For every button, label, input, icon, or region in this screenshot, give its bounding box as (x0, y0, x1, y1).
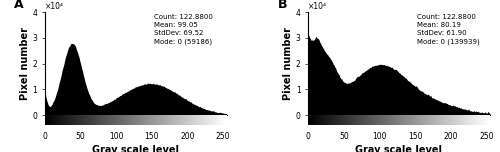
Text: Gray scale level: Gray scale level (92, 145, 179, 152)
Text: 50: 50 (76, 132, 86, 141)
Y-axis label: Pixel number: Pixel number (283, 27, 293, 100)
Text: A: A (14, 0, 24, 11)
Text: 50: 50 (339, 132, 349, 141)
Text: Count: 122.8800
Mean: 99.05
StdDev: 69.52
Mode: 0 (59186): Count: 122.8800 Mean: 99.05 StdDev: 69.5… (154, 14, 213, 45)
Text: 200: 200 (180, 132, 194, 141)
Text: 250: 250 (216, 132, 230, 141)
Text: 200: 200 (444, 132, 458, 141)
Text: 150: 150 (144, 132, 159, 141)
Text: 100: 100 (372, 132, 387, 141)
Y-axis label: Pixel number: Pixel number (20, 27, 30, 100)
Text: Count: 122.8800
Mean: 80.19
StdDev: 61.90
Mode: 0 (139939): Count: 122.8800 Mean: 80.19 StdDev: 61.9… (418, 14, 480, 45)
Text: ×10⁴: ×10⁴ (308, 2, 328, 11)
Text: B: B (278, 0, 287, 11)
Text: 150: 150 (408, 132, 422, 141)
Text: 0: 0 (306, 132, 311, 141)
Text: ×10⁴: ×10⁴ (45, 2, 64, 11)
Text: 0: 0 (42, 132, 48, 141)
Text: Gray scale level: Gray scale level (356, 145, 442, 152)
Text: 250: 250 (479, 132, 494, 141)
Text: 100: 100 (109, 132, 124, 141)
